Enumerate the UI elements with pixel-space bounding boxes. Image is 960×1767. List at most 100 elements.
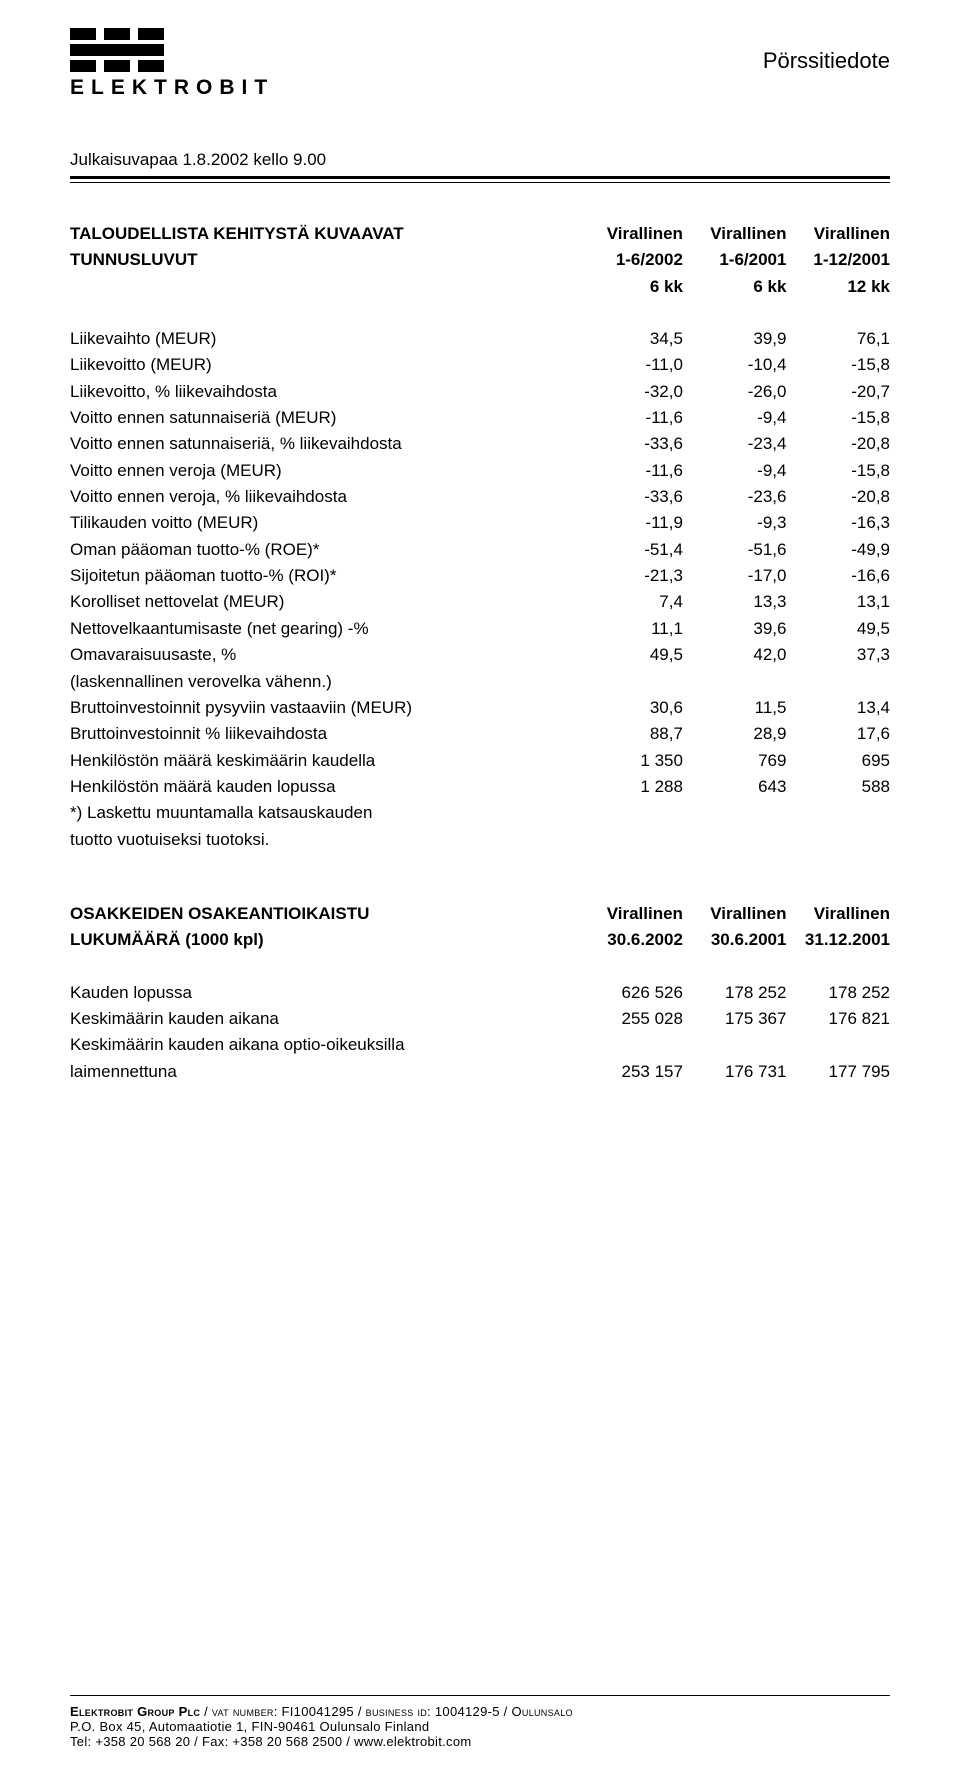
footer-line-2: P.O. Box 45, Automaatiotie 1, FIN-90461 … <box>70 1719 890 1734</box>
cell-value: 39,6 <box>683 616 787 642</box>
cell-value: -11,0 <box>579 352 683 378</box>
row-label: Bruttoinvestoinnit pysyviin vastaaviin (… <box>70 695 579 721</box>
cell-value: 175 367 <box>683 1006 787 1032</box>
col-head: 12 kk <box>786 274 890 300</box>
row-label: (laskennallinen verovelka vähenn.) <box>70 669 579 695</box>
header-rule-thick <box>70 176 890 179</box>
cell-value: 588 <box>786 774 890 800</box>
cell-value: 178 252 <box>786 980 890 1006</box>
row-label: Voitto ennen veroja (MEUR) <box>70 458 579 484</box>
cell-value: -11,6 <box>579 405 683 431</box>
footer-company: Elektrobit Group Plc <box>70 1704 200 1719</box>
cell-value: 253 157 <box>579 1059 683 1085</box>
cell-value: 7,4 <box>579 589 683 615</box>
table-row: Voitto ennen veroja, % liikevaihdosta-33… <box>70 484 890 510</box>
footer-line-3: Tel: +358 20 568 20 / Fax: +358 20 568 2… <box>70 1734 890 1767</box>
cell-value: -49,9 <box>786 537 890 563</box>
table-row: Liikevoitto, % liikevaihdosta-32,0-26,0-… <box>70 379 890 405</box>
cell-value: -20,8 <box>786 431 890 457</box>
cell-value: 76,1 <box>786 326 890 352</box>
row-label: Oman pääoman tuotto-% (ROE)* <box>70 537 579 563</box>
row-label: laimennettuna <box>70 1059 579 1085</box>
table-row: Voitto ennen satunnaiseriä (MEUR)-11,6-9… <box>70 405 890 431</box>
cell-value: 626 526 <box>579 980 683 1006</box>
cell-value: -23,6 <box>683 484 787 510</box>
row-label: Voitto ennen satunnaiseriä, % liikevaihd… <box>70 431 579 457</box>
cell-value: 176 821 <box>786 1006 890 1032</box>
row-label: tuotto vuotuiseksi tuotoksi. <box>70 827 579 853</box>
table-row: Tilikauden voitto (MEUR)-11,9-9,3-16,3 <box>70 510 890 536</box>
col-head: 30.6.2002 <box>579 927 683 953</box>
row-label: Liikevoitto (MEUR) <box>70 352 579 378</box>
cell-value: 11,1 <box>579 616 683 642</box>
table-row: Oman pääoman tuotto-% (ROE)*-51,4-51,6-4… <box>70 537 890 563</box>
table-spacer <box>70 300 890 326</box>
brand-text: ELEKTROBIT <box>70 76 274 98</box>
ratios-table: TALOUDELLISTA KEHITYSTÄ KUVAAVAT Viralli… <box>70 221 890 853</box>
table-row: Bruttoinvestoinnit pysyviin vastaaviin (… <box>70 695 890 721</box>
cell-value: 28,9 <box>683 721 787 747</box>
logo-area: ELEKTROBIT <box>70 28 890 138</box>
col-head: 1-6/2002 <box>579 247 683 273</box>
row-label: Keskimäärin kauden aikana optio-oikeuksi… <box>70 1032 579 1058</box>
table-row: Omavaraisuusaste, %49,542,037,3 <box>70 642 890 668</box>
cell-value: -15,8 <box>786 405 890 431</box>
table-row: OSAKKEIDEN OSAKEANTIOIKAISTU Virallinen … <box>70 901 890 927</box>
cell-value: 13,3 <box>683 589 787 615</box>
cell-value: -20,8 <box>786 484 890 510</box>
cell-value: -16,6 <box>786 563 890 589</box>
cell-value <box>683 669 787 695</box>
cell-value: 37,3 <box>786 642 890 668</box>
col-head: Virallinen <box>683 901 787 927</box>
table-row: Bruttoinvestoinnit % liikevaihdosta88,72… <box>70 721 890 747</box>
row-label: Henkilöstön määrä kauden lopussa <box>70 774 579 800</box>
cell-value: 643 <box>683 774 787 800</box>
table-row: LUKUMÄÄRÄ (1000 kpl) 30.6.2002 30.6.2001… <box>70 927 890 953</box>
header-rule-thin <box>70 182 890 183</box>
table-row: Korolliset nettovelat (MEUR)7,413,313,1 <box>70 589 890 615</box>
footer-ids: / vat number: FI10041295 / business id: … <box>200 1704 573 1719</box>
table-row: Henkilöstön määrä kauden lopussa1 288643… <box>70 774 890 800</box>
cell-value: -33,6 <box>579 484 683 510</box>
cell-value: -9,4 <box>683 458 787 484</box>
row-label: Korolliset nettovelat (MEUR) <box>70 589 579 615</box>
table-row: Voitto ennen satunnaiseriä, % liikevaihd… <box>70 431 890 457</box>
col-head: 31.12.2001 <box>786 927 890 953</box>
cell-value: 17,6 <box>786 721 890 747</box>
row-label: Voitto ennen satunnaiseriä (MEUR) <box>70 405 579 431</box>
col-head: Virallinen <box>683 221 787 247</box>
col-head: Virallinen <box>579 221 683 247</box>
footer-line-1: Elektrobit Group Plc / vat number: FI100… <box>70 1704 890 1719</box>
cell-value: -9,3 <box>683 510 787 536</box>
table-row: laimennettuna253 157176 731177 795 <box>70 1059 890 1085</box>
cell-value: 34,5 <box>579 326 683 352</box>
cell-value <box>786 827 890 853</box>
row-label: *) Laskettu muuntamalla katsauskauden <box>70 800 579 826</box>
table-row: Kauden lopussa626 526178 252178 252 <box>70 980 890 1006</box>
cell-value: 88,7 <box>579 721 683 747</box>
row-label: Keskimäärin kauden aikana <box>70 1006 579 1032</box>
cell-value: 695 <box>786 748 890 774</box>
row-label: Kauden lopussa <box>70 980 579 1006</box>
cell-value <box>786 669 890 695</box>
col-head: 30.6.2001 <box>683 927 787 953</box>
table-row: *) Laskettu muuntamalla katsauskauden <box>70 800 890 826</box>
cell-value: -33,6 <box>579 431 683 457</box>
table-row: Sijoitetun pääoman tuotto-% (ROI)*-21,3-… <box>70 563 890 589</box>
table-head-left: OSAKKEIDEN OSAKEANTIOIKAISTU <box>70 901 579 927</box>
cell-value: 42,0 <box>683 642 787 668</box>
table-head-left: LUKUMÄÄRÄ (1000 kpl) <box>70 927 579 953</box>
cell-value: 49,5 <box>579 642 683 668</box>
cell-value <box>579 1032 683 1058</box>
elektrobit-logo-icon: ELEKTROBIT <box>70 28 300 98</box>
col-head: Virallinen <box>579 901 683 927</box>
row-label: Sijoitetun pääoman tuotto-% (ROI)* <box>70 563 579 589</box>
release-line: Julkaisuvapaa 1.8.2002 kello 9.00 <box>70 150 890 170</box>
cell-value: 13,4 <box>786 695 890 721</box>
row-label: Nettovelkaantumisaste (net gearing) -% <box>70 616 579 642</box>
cell-value: 176 731 <box>683 1059 787 1085</box>
cell-value <box>786 800 890 826</box>
col-head: Virallinen <box>786 901 890 927</box>
cell-value: -15,8 <box>786 458 890 484</box>
cell-value <box>579 827 683 853</box>
